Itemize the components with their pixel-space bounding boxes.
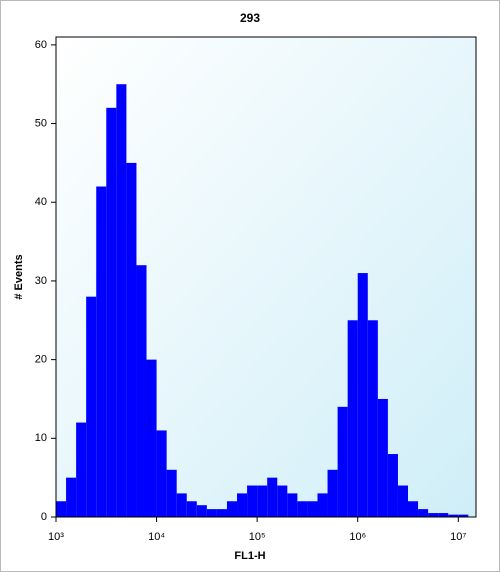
histogram-bar bbox=[408, 501, 419, 517]
y-tick-label: 0 bbox=[41, 511, 47, 523]
histogram-bar bbox=[267, 477, 278, 517]
histogram-bar bbox=[367, 320, 378, 517]
histogram-bar bbox=[216, 509, 227, 517]
histogram-bar bbox=[166, 469, 177, 517]
histogram-bar bbox=[327, 469, 338, 517]
histogram-bar bbox=[146, 359, 157, 517]
histogram-bar bbox=[438, 513, 449, 517]
histogram-bar bbox=[277, 485, 288, 517]
histogram-bar bbox=[176, 493, 187, 517]
chart-title: 293 bbox=[240, 11, 260, 25]
y-axis-title: # Events bbox=[13, 254, 25, 299]
histogram-bar bbox=[428, 513, 439, 517]
histogram-bar bbox=[226, 501, 238, 517]
histogram-bar bbox=[397, 485, 409, 517]
histogram-bar bbox=[237, 493, 248, 517]
x-tick-label: 10³ bbox=[48, 531, 64, 543]
histogram-bar bbox=[247, 485, 258, 517]
histogram-bar bbox=[287, 493, 298, 517]
histogram-bar bbox=[357, 273, 368, 517]
histogram-bar bbox=[56, 501, 67, 517]
y-tick-label: 20 bbox=[35, 354, 47, 366]
histogram-bar bbox=[126, 162, 137, 517]
y-tick-label: 50 bbox=[35, 117, 47, 129]
histogram-bar bbox=[96, 186, 107, 518]
histogram-bar bbox=[317, 493, 328, 517]
histogram-bar bbox=[448, 514, 459, 517]
histogram-bar bbox=[377, 398, 388, 517]
plot-area bbox=[55, 36, 477, 518]
histogram-bar bbox=[156, 430, 167, 517]
histogram-bar bbox=[387, 454, 398, 517]
histogram-bar bbox=[136, 265, 147, 517]
histogram-bar bbox=[337, 406, 348, 517]
x-tick-label: 10⁵ bbox=[249, 531, 266, 543]
histogram-bar bbox=[196, 505, 207, 517]
y-tick-label: 40 bbox=[35, 196, 47, 208]
y-tick-label: 60 bbox=[35, 39, 47, 51]
histogram-bar bbox=[66, 477, 77, 517]
histogram-bar bbox=[86, 296, 97, 517]
histogram-bar bbox=[418, 509, 429, 517]
x-axis-title: FL1-H bbox=[234, 550, 265, 562]
histogram-bar bbox=[458, 514, 469, 517]
histogram-bar bbox=[347, 320, 358, 517]
histogram-bar bbox=[206, 509, 217, 517]
histogram-bar bbox=[297, 501, 308, 517]
x-tick-label: 10⁴ bbox=[148, 531, 165, 543]
histogram-bar bbox=[186, 501, 197, 517]
y-tick-label: 10 bbox=[35, 432, 47, 444]
histogram-bar bbox=[116, 84, 127, 518]
x-tick-label: 10⁶ bbox=[349, 531, 366, 543]
histogram-bar bbox=[307, 501, 318, 517]
y-tick-label: 30 bbox=[35, 275, 47, 287]
histogram-bar bbox=[257, 485, 268, 517]
histogram-bar bbox=[76, 422, 87, 517]
x-tick-label: 10⁷ bbox=[450, 531, 466, 543]
histogram-bar bbox=[106, 107, 117, 517]
